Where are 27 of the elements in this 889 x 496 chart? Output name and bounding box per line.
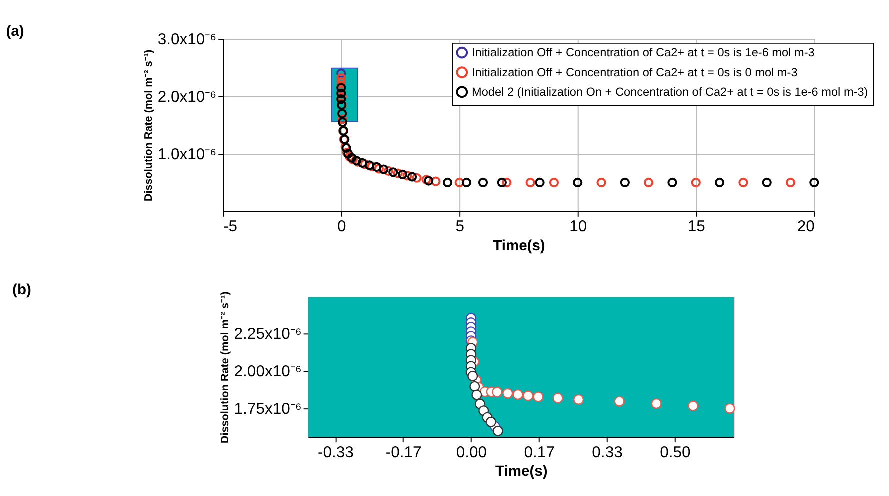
x-tick-label: 15 [688, 218, 706, 236]
y-tick-label: 2.00x10⁻⁶ [234, 363, 302, 380]
x-tick-label: 0.33 [592, 444, 624, 462]
y-axis-title: Dissolution Rate (mol m⁻² s⁻¹) [219, 291, 232, 444]
y-tick-label: 1.75x10⁻⁶ [234, 401, 302, 418]
legend-label: Initialization Off + Concentration of Ca2+ at t = 0s is 0 mol m-3 [472, 65, 798, 80]
x-axis-title: Time(s) [495, 464, 548, 480]
y-tick-label: 2.25x10⁻⁶ [234, 326, 302, 343]
x-tick-label: -0.17 [386, 444, 422, 462]
x-tick-label: 0.00 [456, 444, 488, 462]
x-tick-label: 0 [337, 218, 346, 236]
y-tick-label: 1.0x10⁻⁶ [158, 146, 217, 164]
y-tick-label: 3.0x10⁻⁶ [158, 31, 217, 48]
x-tick-label: -0.33 [318, 444, 354, 462]
x-tick-label: 0.17 [524, 444, 555, 462]
x-tick-label: -5 [224, 218, 238, 236]
x-tick-label: 20 [797, 218, 816, 236]
text: (a) [6, 24, 24, 40]
y-axis-title: Dissolution Rate (mol m⁻² s⁻¹) [142, 49, 155, 202]
x-tick-label: 0.50 [660, 444, 691, 462]
legend-label: Model 2 (Initialization On + Concentration of Ca2+ at t = 0s is 1e-6 mol m-3) [472, 85, 868, 100]
x-tick-label: 5 [456, 218, 465, 236]
legend-label: Initialization Off + Concentration of Ca2+ at t = 0s is 1e-6 mol m-3 [472, 46, 816, 60]
x-axis-title: Time(s) [493, 238, 546, 254]
text: (b) [12, 282, 32, 298]
x-tick-label: 10 [570, 218, 588, 236]
y-tick-label: 2.0x10⁻⁶ [158, 88, 217, 106]
